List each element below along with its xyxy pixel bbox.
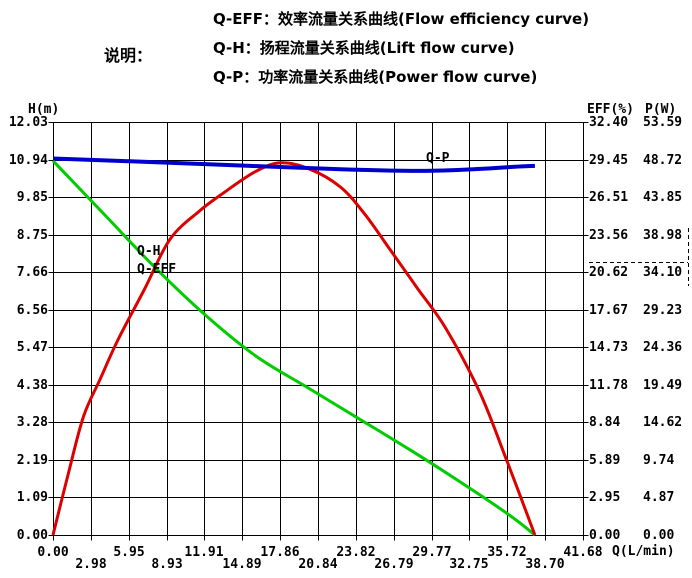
p-tick-label: 29.23: [643, 303, 683, 318]
x-tick-label: 35.72: [487, 545, 527, 560]
eff-tick-label: 11.78: [589, 378, 629, 393]
legend-item-qp: Q-P：功率流量关系曲线(Power flow curve): [213, 68, 538, 86]
qeff-curve-label: Q-EFF: [137, 262, 177, 277]
h-tick-label: 1.09: [16, 490, 48, 505]
eff-tick-label: 26.51: [589, 190, 629, 205]
x-tick-label: 41.68: [563, 545, 603, 560]
h-tick-label: 6.56: [16, 303, 48, 318]
x-tick-label: 0.00: [37, 545, 69, 560]
p-tick-label: 48.72: [643, 153, 683, 168]
x-tick-label: 17.86: [260, 545, 300, 560]
qh-curve-label: Q-H: [137, 244, 161, 259]
eff-tick-label: 8.84: [589, 415, 621, 430]
p-axis-title: P(W): [645, 102, 677, 117]
p-tick-label: 24.36: [643, 340, 683, 355]
x-tick-label: 8.93: [151, 557, 183, 572]
x-tick-label: 20.84: [298, 557, 338, 572]
x-tick-label: 38.70: [525, 557, 565, 572]
p-tick-label: 53.59: [643, 115, 683, 130]
x-tick-label: 11.91: [184, 545, 224, 560]
h-tick-label: 2.19: [16, 453, 48, 468]
x-tick-label: 26.79: [374, 557, 414, 572]
p-tick-label: 19.49: [643, 378, 683, 393]
h-tick-label: 7.66: [16, 265, 48, 280]
p-tick-label: 0.00: [643, 528, 675, 543]
q-h-curve: [51, 159, 536, 537]
dashed-marker: [589, 228, 689, 286]
eff-tick-label: 32.40: [589, 115, 629, 130]
x-tick-label: 23.82: [336, 545, 376, 560]
p-tick-label: 9.74: [643, 453, 675, 468]
eff-tick-label: 2.95: [589, 490, 621, 505]
h-tick-label: 4.38: [16, 378, 48, 393]
x-tick-label: 32.75: [449, 557, 489, 572]
grid-lines: [48, 122, 589, 541]
h-tick-label: 8.75: [16, 228, 48, 243]
h-tick-label: 0.00: [16, 528, 48, 543]
eff-tick-label: 29.45: [589, 153, 629, 168]
eff-tick-label: 14.73: [589, 340, 629, 355]
eff-tick-label: 5.89: [589, 453, 621, 468]
eff-axis-title: EFF(%): [587, 102, 634, 117]
eff-tick-label: 23.56: [589, 228, 629, 243]
legend-item-qeff: Q-EFF：效率流量关系曲线(Flow efficiency curve): [213, 10, 590, 28]
q-eff-curve: [51, 161, 537, 536]
x-axis-unit: Q(L/min): [612, 544, 675, 559]
legend-title: 说明：: [104, 46, 153, 65]
x-tick-label: 5.95: [113, 545, 145, 560]
p-tick-label: 38.98: [643, 228, 683, 243]
p-tick-label: 34.10: [643, 265, 683, 280]
h-tick-label: 10.94: [8, 153, 48, 168]
eff-tick-label: 0.00: [589, 528, 621, 543]
p-tick-label: 14.62: [643, 415, 683, 430]
x-tick-label: 2.98: [75, 557, 107, 572]
eff-tick-label: 20.62: [589, 265, 629, 280]
h-tick-label: 9.85: [16, 190, 48, 205]
legend-item-qh: Q-H：扬程流量关系曲线(Lift flow curve): [213, 39, 515, 57]
h-tick-label: 3.28: [16, 415, 48, 430]
x-tick-label: 29.77: [412, 545, 452, 560]
h-tick-label: 5.47: [16, 340, 48, 355]
p-tick-label: 4.87: [643, 490, 675, 505]
x-tick-label: 14.89: [222, 557, 262, 572]
left-axis-title: H(m): [28, 102, 60, 117]
h-tick-label: 12.03: [8, 115, 48, 130]
qp-curve-label: Q-P: [426, 151, 450, 166]
p-tick-label: 43.85: [643, 190, 683, 205]
q-p-curve: [52, 156, 535, 173]
eff-tick-label: 17.67: [589, 303, 629, 318]
